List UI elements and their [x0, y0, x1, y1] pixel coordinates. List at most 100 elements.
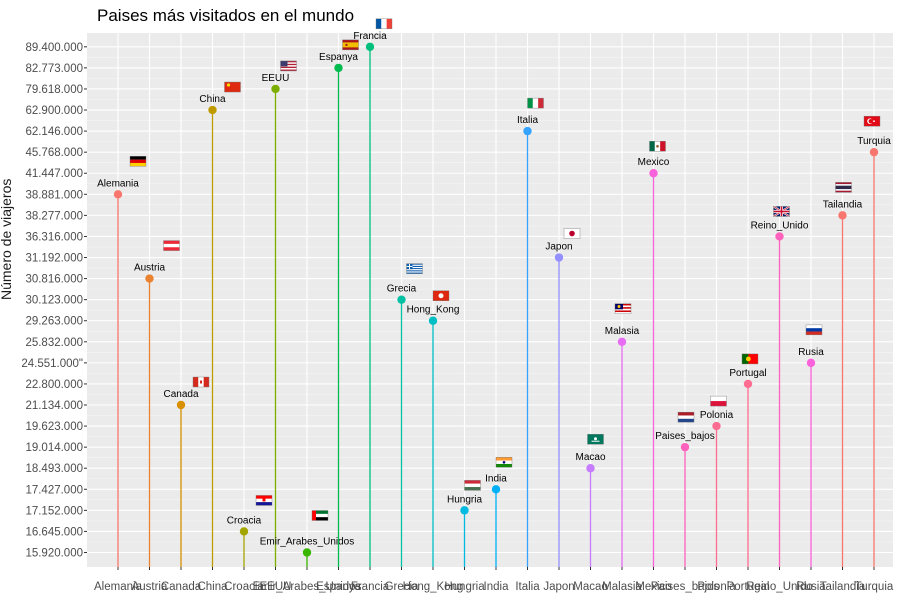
point-label: Japon: [545, 242, 572, 253]
x-axis-ticks: AlemaniaAustriaCanadaChinaCroaciaEEUUEmi…: [94, 567, 894, 593]
lollipop-point: [113, 190, 123, 199]
lollipop-point: [176, 400, 186, 410]
y-tick-label: 18.493.000: [25, 463, 83, 475]
x-tick-label: Paises_bajos: [651, 581, 720, 593]
flag-icon-it: [527, 97, 544, 109]
flag-icon-th: [835, 182, 852, 193]
lollipop-point: [302, 548, 312, 557]
point-label: India: [485, 473, 507, 484]
lollipop-point: [712, 421, 721, 431]
y-tick-label: 82.773.000: [25, 63, 83, 75]
flag-icon-pl: [710, 395, 727, 407]
point-label: Mexico: [638, 157, 670, 168]
x-tick-label: Portugal: [727, 581, 770, 593]
point-label: China: [199, 94, 226, 105]
x-tick-label: Hong_Kong: [403, 581, 464, 593]
x-tick-label: China: [197, 581, 228, 593]
flag-icon-hr: [255, 495, 273, 506]
y-tick-label: 41.447.000: [25, 168, 83, 180]
y-tick-label: 15.920.000: [25, 548, 83, 560]
x-tick-label: India: [484, 581, 510, 593]
flag-icon-hu: [464, 480, 481, 491]
flag-icon-my: [614, 303, 632, 314]
lollipop-point: [145, 274, 154, 283]
point-label: Malasia: [605, 326, 640, 337]
y-tick-label: 38.277.000: [25, 210, 83, 222]
chart-title: Paises más visitados en el mundo: [97, 6, 355, 25]
point-label: Rusia: [798, 347, 824, 358]
flag-icon-jp: [563, 228, 581, 239]
y-tick-label: 30.816.000: [25, 274, 83, 286]
y-tick-label: 79.618.000: [25, 84, 83, 96]
flag-icon-in: [495, 457, 513, 468]
point-label: Paises_bajos: [655, 431, 714, 442]
lollipop-point: [208, 105, 217, 115]
x-tick-label: Grecia: [385, 581, 419, 593]
flag-icon-mx: [649, 141, 666, 152]
flag-icon-nl: [677, 411, 695, 423]
flag-icon-es: [342, 39, 359, 51]
lollipop-point: [334, 63, 343, 73]
y-axis-ticks: 15.920.000 16.645.000 17.152.000 17.427.000…: [21, 42, 87, 560]
y-tick-label: 45.768.000: [25, 147, 83, 159]
x-tick-label: Reino_Unido: [746, 581, 813, 593]
point-label: Alemania: [97, 178, 139, 189]
x-tick-label: Turquia: [855, 581, 894, 593]
flag-icon-gb: [772, 205, 791, 218]
y-tick-label: 19.623.000: [25, 421, 83, 433]
lollipop-point: [239, 527, 249, 536]
flag-icon-at: [163, 240, 180, 251]
x-tick-label: Japon: [543, 581, 574, 593]
point-label: Reino_Unido: [751, 220, 809, 231]
lollipop-point: [743, 379, 753, 389]
flag-icon-pt: [741, 353, 759, 365]
y-tick-label: 19.014.000: [25, 442, 83, 454]
chart-marks: Alemania Austria Canada China Croacia EEUU Emi…: [97, 18, 891, 567]
flag-icon-gr: [406, 263, 423, 274]
point-label: Portugal: [729, 368, 766, 379]
y-tick-label: 24.551.000": [21, 358, 83, 370]
point-label: Francia: [353, 31, 387, 42]
point-label: Austria: [134, 263, 166, 274]
point-label: Turquia: [857, 136, 891, 147]
point-label: Croacia: [227, 515, 262, 526]
lollipop-point: [586, 464, 595, 473]
point-label: Espanya: [319, 52, 358, 63]
point-label: Polonia: [700, 410, 734, 421]
x-tick-label: Polonia: [697, 581, 736, 593]
point-label: Canada: [163, 389, 198, 400]
lollipop-point: [617, 337, 627, 346]
flag-icon-mo: [587, 434, 604, 445]
point-label: Hungria: [447, 494, 482, 505]
x-tick-label: Austria: [132, 581, 168, 593]
y-tick-label: 21.134.000: [25, 400, 83, 412]
lollipop-point: [806, 358, 816, 368]
x-tick-label: Mexico: [635, 581, 671, 593]
flag-icon-tr: [863, 115, 881, 127]
lollipop-point: [838, 211, 847, 220]
flag-icon-ae: [311, 510, 329, 521]
x-tick-label: EEUU: [260, 581, 292, 593]
lollipop-point: [775, 232, 784, 241]
point-label: Tailandia: [823, 199, 863, 210]
y-tick-label: 89.400.000: [25, 42, 83, 54]
point-label: EEUU: [262, 73, 290, 84]
x-tick-label: Tailandia: [820, 581, 866, 593]
x-tick-label: Hungria: [444, 581, 485, 593]
y-tick-label: 38.881.000: [25, 189, 83, 201]
lollipop-point: [554, 253, 564, 262]
y-tick-label: 31.192.000: [25, 253, 83, 265]
x-tick-label: Macao: [573, 581, 608, 593]
flag-icon-fr: [375, 18, 393, 30]
y-tick-label: 36.316.000: [25, 231, 83, 243]
lollipop-point: [680, 442, 690, 452]
x-tick-label: Italia: [515, 581, 540, 593]
point-label: Grecia: [387, 284, 417, 295]
lollipop-point: [491, 485, 501, 494]
flag-icon-ca: [192, 376, 210, 388]
y-tick-label: 62.146.000: [25, 126, 83, 138]
y-tick-label: 16.645.000: [25, 526, 83, 538]
flag-icon-de: [129, 156, 147, 167]
x-tick-label: Croacia: [224, 581, 264, 593]
